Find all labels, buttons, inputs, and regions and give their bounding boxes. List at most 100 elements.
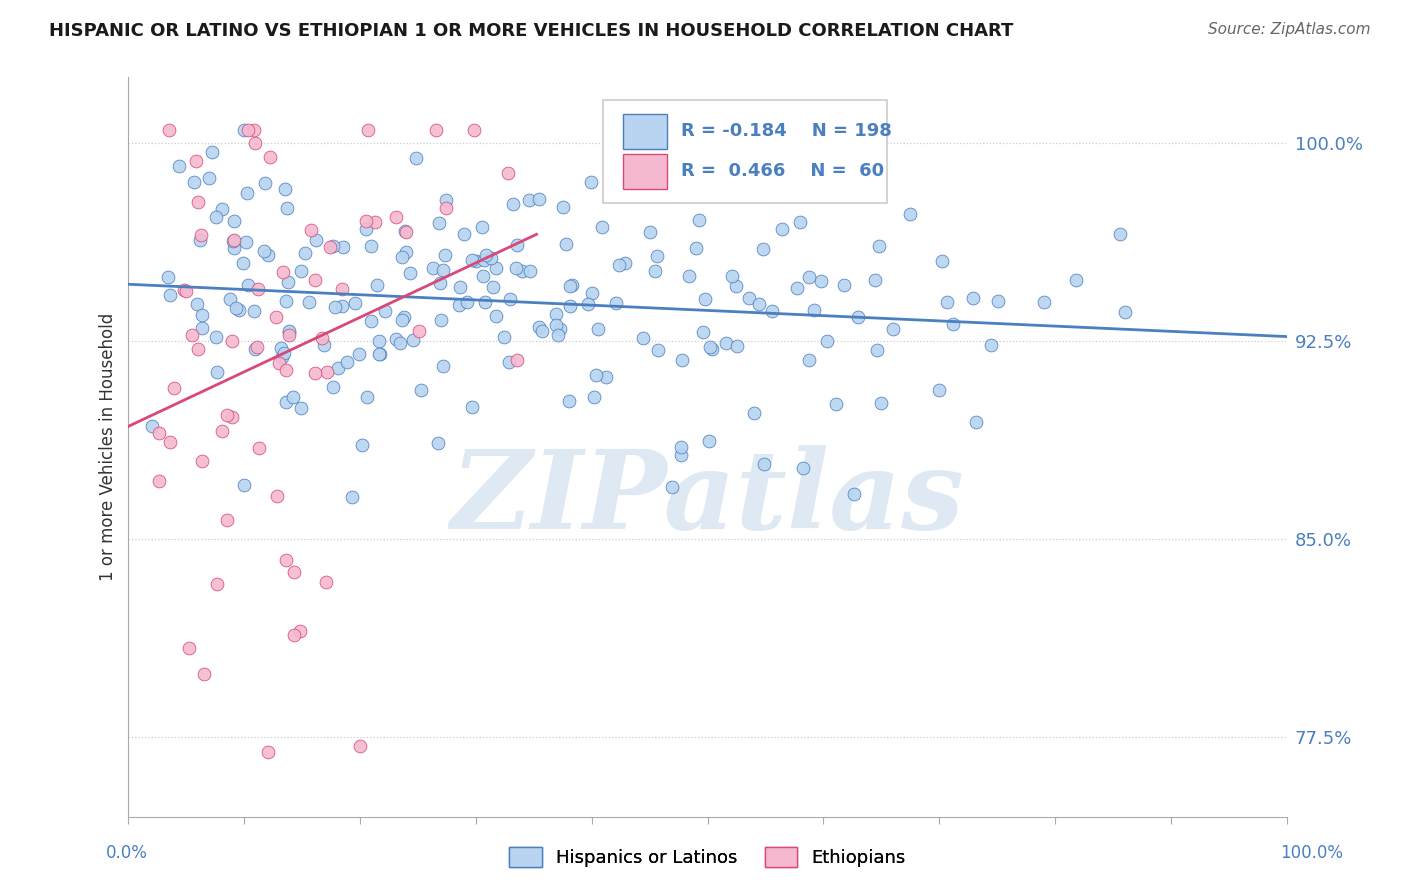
Bar: [623, 153, 666, 189]
Point: [505, 260, 527, 275]
Point: [766, 139, 789, 153]
Point: [183, 175, 205, 189]
Point: [595, 370, 617, 384]
Point: [761, 304, 783, 318]
Point: [305, 233, 328, 247]
Point: [254, 176, 277, 190]
Point: [614, 256, 637, 270]
Point: [499, 292, 522, 306]
Point: [742, 406, 765, 420]
Point: [336, 355, 359, 369]
Point: [322, 239, 344, 253]
Point: [288, 624, 311, 638]
Point: [433, 247, 456, 261]
Point: [385, 210, 408, 224]
Point: [492, 330, 515, 344]
Point: [243, 304, 266, 318]
Point: [188, 233, 211, 247]
FancyBboxPatch shape: [603, 100, 887, 203]
Point: [270, 341, 292, 355]
Point: [274, 182, 297, 196]
Point: [349, 347, 371, 361]
Point: [328, 360, 350, 375]
Point: [283, 565, 305, 579]
Point: [560, 279, 582, 293]
Point: [752, 457, 775, 471]
Point: [343, 296, 366, 310]
Point: [558, 393, 581, 408]
Point: [368, 334, 391, 348]
Point: [585, 368, 607, 382]
Point: [236, 186, 259, 201]
Point: [692, 325, 714, 339]
Point: [190, 227, 212, 242]
Point: [453, 227, 475, 242]
Point: [697, 434, 720, 448]
Point: [931, 254, 953, 268]
Point: [898, 207, 921, 221]
Point: [238, 278, 260, 293]
Point: [319, 240, 342, 254]
Point: [581, 175, 603, 189]
Point: [294, 245, 316, 260]
Point: [553, 200, 575, 214]
Point: [527, 193, 550, 207]
Point: [257, 745, 280, 759]
Text: HISPANIC OR LATINO VS ETHIOPIAN 1 OR MORE VEHICLES IN HOUSEHOLD CORRELATION CHAR: HISPANIC OR LATINO VS ETHIOPIAN 1 OR MOR…: [49, 22, 1014, 40]
Point: [1109, 227, 1132, 242]
Point: [517, 193, 540, 207]
Point: [678, 269, 700, 284]
Point: [607, 258, 630, 272]
Point: [668, 189, 690, 203]
Point: [215, 513, 238, 527]
Point: [427, 436, 450, 450]
Point: [725, 278, 748, 293]
Point: [243, 342, 266, 356]
Point: [311, 331, 333, 345]
Text: Source: ZipAtlas.com: Source: ZipAtlas.com: [1208, 22, 1371, 37]
Point: [221, 409, 243, 424]
Point: [797, 269, 820, 284]
Point: [276, 294, 298, 309]
Point: [267, 356, 290, 370]
Point: [942, 317, 965, 331]
Point: [190, 454, 212, 468]
Point: [304, 273, 326, 287]
Point: [506, 238, 529, 252]
Point: [430, 312, 453, 326]
Point: [157, 123, 180, 137]
Point: [1114, 305, 1136, 319]
Point: [173, 283, 195, 297]
Point: [671, 352, 693, 367]
Point: [184, 154, 207, 169]
Point: [148, 425, 170, 440]
Point: [394, 224, 416, 238]
Point: [232, 123, 254, 137]
Point: [264, 310, 287, 324]
Point: [449, 280, 471, 294]
Point: [685, 241, 707, 255]
Point: [434, 202, 457, 216]
Point: [544, 318, 567, 333]
Point: [429, 277, 451, 291]
Point: [246, 340, 269, 354]
Point: [278, 324, 301, 338]
Point: [422, 261, 444, 276]
Point: [290, 264, 312, 278]
Point: [803, 303, 825, 318]
Point: [464, 253, 486, 268]
Text: 0.0%: 0.0%: [105, 844, 148, 862]
Point: [247, 441, 270, 455]
Point: [447, 298, 470, 312]
Point: [141, 418, 163, 433]
Point: [434, 194, 457, 208]
Point: [181, 328, 204, 343]
Point: [498, 354, 520, 368]
Point: [519, 264, 541, 278]
Point: [496, 166, 519, 180]
Point: [471, 219, 494, 234]
Point: [797, 353, 820, 368]
Point: [695, 292, 717, 306]
Legend: Hispanics or Latinos, Ethiopians: Hispanics or Latinos, Ethiopians: [502, 839, 912, 874]
Point: [252, 244, 274, 259]
